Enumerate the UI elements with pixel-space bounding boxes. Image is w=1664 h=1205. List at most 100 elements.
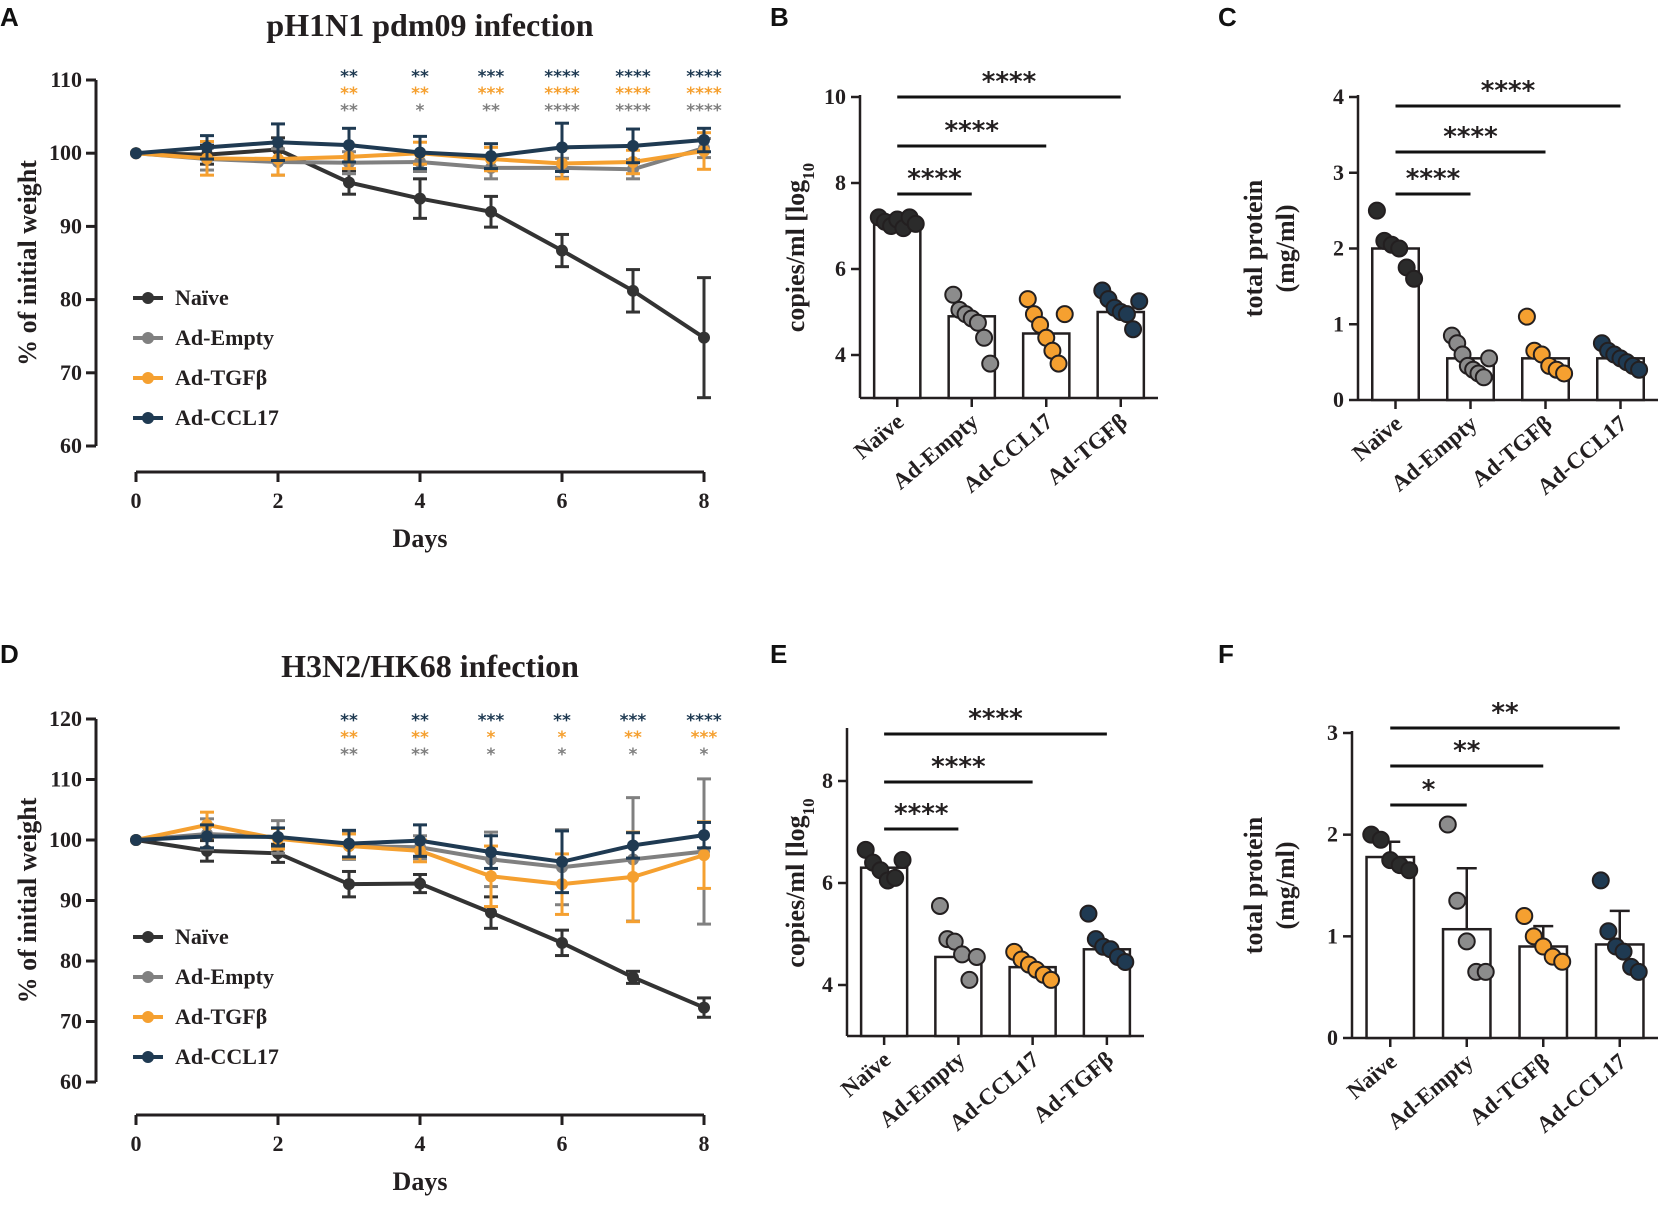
data-point — [1116, 953, 1135, 972]
comparison-label: **** — [945, 116, 1000, 146]
series-3 — [130, 121, 711, 173]
x-category-label: Naïve — [1342, 1049, 1401, 1104]
bar-group-3 — [1591, 871, 1648, 1040]
y-axis-title: total protein — [1239, 179, 1268, 317]
y-axis-title: total protein — [1239, 816, 1268, 954]
data-point — [893, 851, 912, 870]
data-point — [886, 868, 905, 887]
data-point — [1117, 305, 1136, 324]
bar-chart-e: 468NaïveAd-EmptyAd-CCL17Ad-TGFβ*********… — [781, 704, 1144, 1136]
data-point — [485, 870, 497, 883]
y-tick-label: 3 — [1333, 160, 1344, 185]
panel-label-d: D — [0, 639, 19, 669]
y-tick-label: 6 — [822, 870, 833, 895]
data-point — [1517, 307, 1536, 326]
significance-mark: **** — [686, 84, 722, 104]
data-point — [1130, 292, 1149, 311]
data-point — [1591, 871, 1610, 890]
line-chart-a: pH1N1 pdm09 infection 60 70 80 90 100 110 0 2 4 6 8… — [13, 7, 722, 553]
x-category-label: Naïve — [849, 409, 908, 464]
y-tick-label: 2 — [1327, 822, 1338, 847]
significance-mark: * — [558, 728, 567, 748]
significance-mark: **** — [615, 101, 651, 121]
y-tick-label: 120 — [49, 706, 82, 731]
series-0 — [130, 834, 711, 1019]
y-tick-label: 4 — [835, 342, 846, 367]
significance-mark: *** — [478, 84, 505, 104]
data-point — [1367, 201, 1386, 220]
data-point — [1599, 922, 1618, 941]
significance-mark: *** — [691, 728, 718, 748]
legend-label: Naïve — [175, 924, 229, 949]
data-point — [698, 829, 710, 842]
comparison-label: * — [1422, 775, 1436, 805]
data-point — [414, 146, 426, 159]
data-point — [975, 328, 994, 347]
chart-title: pH1N1 pdm09 infection — [266, 7, 593, 43]
data-point — [414, 834, 426, 847]
significance-mark: ** — [624, 728, 642, 748]
bar-group-0 — [856, 840, 912, 1038]
data-point — [1390, 239, 1409, 258]
significance-mark: ** — [411, 728, 429, 748]
x-axis-title: Days — [393, 1167, 448, 1196]
x-tick-label: 6 — [557, 1131, 568, 1156]
y-tick-label: 110 — [50, 767, 82, 792]
x-axis-title: Days — [393, 524, 448, 553]
y-tick-label: 8 — [822, 768, 833, 793]
y-axis-title-main: copies/ml [log — [781, 815, 810, 967]
y-axis-title: copies/ml [log10 — [781, 163, 818, 332]
bar — [934, 955, 983, 1038]
comparison-label: **** — [1481, 76, 1536, 106]
data-point — [201, 141, 213, 154]
significance-mark: ** — [411, 84, 429, 104]
comparison-label: **** — [1406, 164, 1461, 194]
legend-label: Ad-TGFβ — [175, 365, 267, 390]
y-tick-label: 100 — [49, 140, 82, 165]
legend-label: Ad-CCL17 — [175, 405, 279, 430]
y-tick-label: 70 — [60, 360, 82, 385]
data-point — [343, 176, 355, 189]
data-point — [906, 214, 925, 233]
comparison-label: ** — [1491, 698, 1519, 728]
comparison-label: **** — [931, 752, 986, 782]
significance-mark: ** — [411, 67, 429, 87]
y-axis-title: % of initial weight — [13, 797, 42, 1003]
data-point — [556, 244, 568, 257]
significance-mark: ** — [340, 84, 358, 104]
series-3 — [130, 820, 711, 895]
data-point — [1079, 904, 1098, 923]
data-point — [1400, 861, 1419, 880]
data-point — [1124, 320, 1143, 339]
data-point — [1438, 815, 1457, 834]
bar — [872, 222, 922, 400]
x-tick-label: 0 — [131, 1131, 142, 1156]
data-point — [272, 136, 284, 149]
x-tick-label: 2 — [273, 1131, 284, 1156]
data-point — [556, 936, 568, 949]
significance-mark: * — [629, 745, 638, 765]
y-axis-title-subscript: 10 — [799, 798, 818, 815]
y-tick-label: 0 — [1327, 1025, 1338, 1050]
data-point — [1555, 364, 1574, 383]
significance-mark: **** — [544, 101, 580, 121]
panel-label-f: F — [1218, 639, 1234, 669]
line-chart-d: H3N2/HK68 infection 60 70 80 90 100 110 120 0 2 4 6… — [13, 648, 722, 1196]
significance-mark: * — [487, 745, 496, 765]
significance-mark: ** — [482, 101, 500, 121]
data-point — [627, 971, 639, 984]
data-point — [1457, 932, 1476, 951]
significance-mark: **** — [686, 101, 722, 121]
bar-group-3 — [1079, 904, 1135, 1038]
x-category-label: Ad-TGFβ — [1042, 409, 1132, 490]
x-tick-label: 4 — [415, 1131, 426, 1156]
data-point — [272, 830, 284, 843]
x-tick-label: 8 — [699, 488, 710, 513]
x-category-label: Naïve — [836, 1047, 895, 1102]
comparison-label: **** — [1443, 122, 1498, 152]
data-point — [556, 141, 568, 154]
y-tick-label: 70 — [60, 1009, 82, 1034]
y-tick-label: 4 — [822, 972, 833, 997]
significance-mark: ** — [411, 711, 429, 731]
